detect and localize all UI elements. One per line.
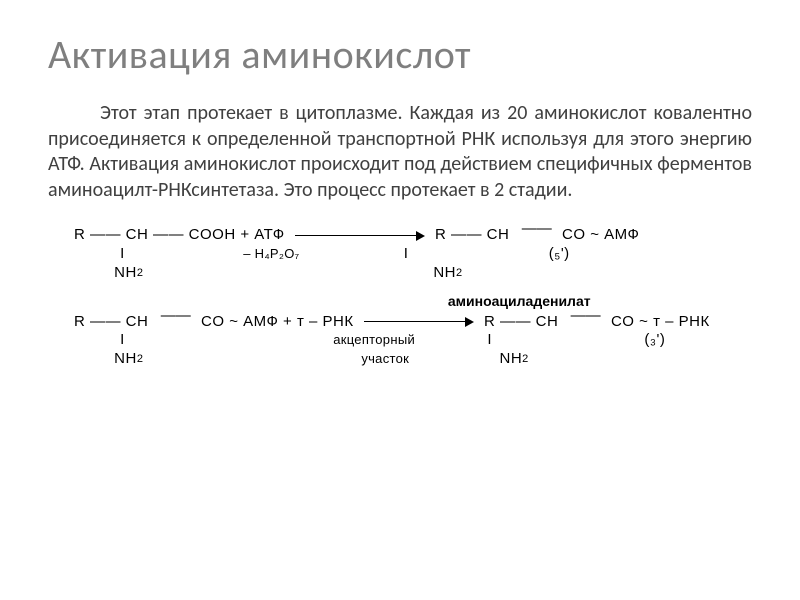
- nh2-sub: 2: [456, 267, 462, 279]
- bond-mark: I: [120, 332, 125, 349]
- annotation-text: аминоациладенилат: [448, 294, 591, 309]
- chemistry-diagram: R —— CH —— COOH + АТФ R —— CH —— CO ~ АМ…: [48, 223, 752, 367]
- reaction-1-nh2: NH2 NH2: [74, 265, 732, 282]
- body-paragraph: Этот этап протекает в цитоплазме. Каждая…: [48, 101, 752, 203]
- nh2-sub: 2: [137, 353, 143, 365]
- r2-left-formula-b: CO ~ АМФ + т – РНК: [201, 314, 354, 331]
- slide: Активация аминокислот Этот этап протекае…: [0, 0, 800, 400]
- r1-right-formula-b: CO ~ АМФ: [562, 227, 639, 244]
- slide-title: Активация аминокислот: [48, 30, 752, 79]
- nh2-right: NH: [500, 351, 523, 368]
- r1-right-formula-a: R —— CH: [435, 227, 509, 244]
- arrow-icon: [295, 229, 425, 243]
- r2-right-formula-a: R —— CH: [484, 314, 558, 331]
- bond-mark: I: [404, 246, 409, 263]
- r2-under-arrow-1: акцепторный: [333, 333, 415, 347]
- arrow-icon: [364, 315, 474, 329]
- r2-under-arrow-2: участок: [361, 352, 409, 366]
- reaction-1-top: R —— CH —— COOH + АТФ R —— CH —— CO ~ АМ…: [74, 227, 732, 244]
- nh2-right: NH: [433, 265, 456, 282]
- nh2-sub: 2: [522, 353, 528, 365]
- r2-prime: (₃'): [644, 332, 665, 349]
- r1-prime: (₅'): [549, 246, 570, 263]
- r1-under-arrow: – H₄P₂O₇: [243, 247, 299, 261]
- nh2-left: NH: [114, 265, 137, 282]
- nh2-left: NH: [114, 351, 137, 368]
- reaction-2-top: R —— CH —— CO ~ АМФ + т – РНК R —— CH ——…: [74, 314, 732, 331]
- r1-left-formula: R —— CH —— COOH + АТФ: [74, 227, 285, 244]
- bond-mark: I: [487, 332, 492, 349]
- bond-mark: I: [120, 246, 125, 263]
- r2-right-formula-b: CO ~ т – РНК: [611, 314, 710, 331]
- reaction-2-nh2: NH2 участок NH2: [74, 351, 732, 368]
- reaction-2-sub: I акцепторный I (₃'): [74, 332, 732, 349]
- nh2-sub: 2: [137, 267, 143, 279]
- reaction-1-sub: I – H₄P₂O₇ I (₅'): [74, 246, 732, 263]
- r2-left-formula-a: R —— CH: [74, 314, 148, 331]
